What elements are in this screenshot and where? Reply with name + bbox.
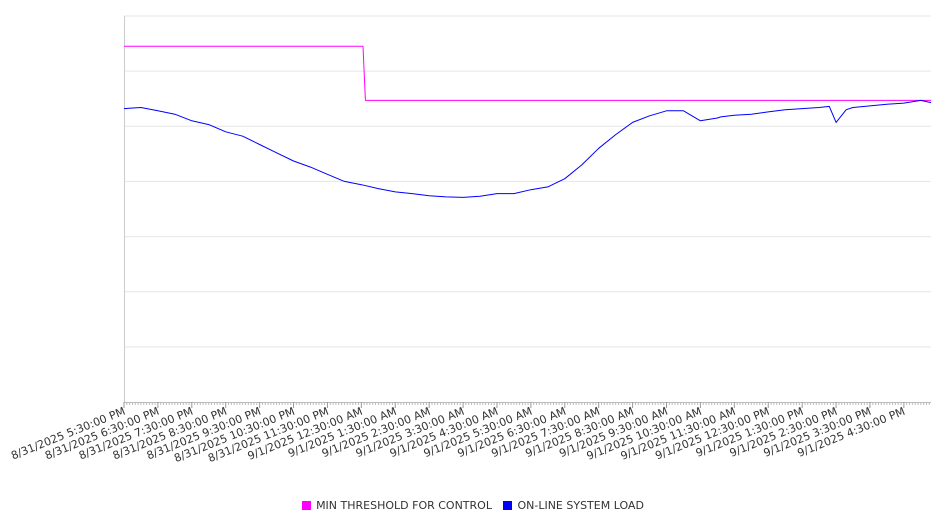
legend-swatch-threshold: [302, 501, 312, 510]
legend-item-system-load[interactable]: ON-LINE SYSTEM LOAD: [503, 499, 644, 512]
series-line-threshold[interactable]: [124, 45, 931, 101]
axes: [123, 16, 931, 408]
legend-swatch-system-load: [503, 501, 513, 510]
legend-item-threshold[interactable]: MIN THRESHOLD FOR CONTROL: [302, 499, 492, 512]
x-tick-labels: 8/31/2025 5:30:00 PM8/31/2025 6:30:00 PM…: [9, 405, 907, 465]
series-line-system-load[interactable]: [123, 99, 932, 198]
legend-label-system-load: ON-LINE SYSTEM LOAD: [517, 499, 644, 512]
legend: MIN THRESHOLD FOR CONTROL ON-LINE SYSTEM…: [0, 499, 946, 512]
series-lines: [123, 45, 932, 198]
legend-label-threshold: MIN THRESHOLD FOR CONTROL: [316, 499, 492, 512]
grid-lines: [124, 15, 931, 348]
